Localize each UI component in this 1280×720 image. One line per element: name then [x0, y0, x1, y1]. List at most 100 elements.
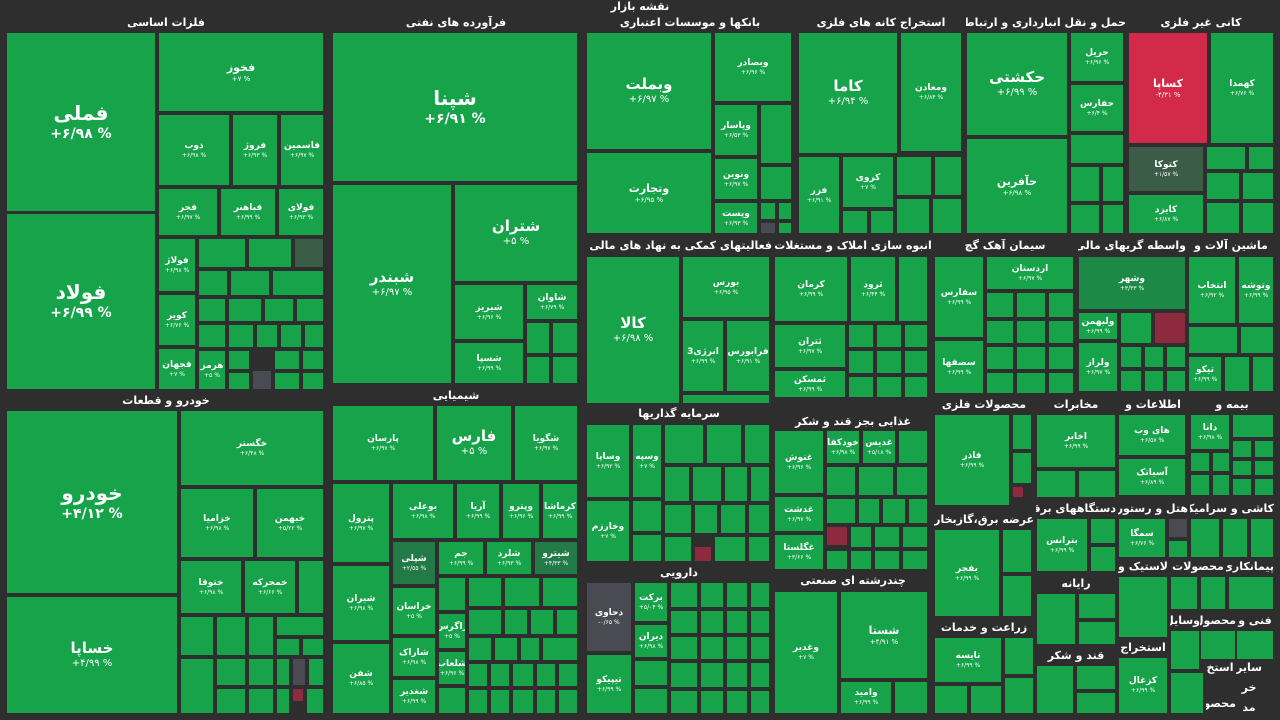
stock-tile[interactable]: شیترو +۴/۳۳ %: [534, 541, 578, 575]
stock-tile[interactable]: وخارزم +۷ %: [586, 500, 630, 562]
stock-tile-unlabeled[interactable]: [1002, 575, 1032, 617]
stock-tile[interactable]: سصفها +۶/۹۹ %: [934, 340, 984, 394]
stock-tile-unlabeled[interactable]: [304, 324, 324, 348]
stock-tile[interactable]: زاگرس+۵ %: [438, 613, 466, 649]
stock-tile-unlabeled[interactable]: [1170, 630, 1200, 670]
stock-tile-unlabeled[interactable]: [898, 430, 928, 464]
stock-tile-unlabeled[interactable]: [874, 526, 900, 548]
stock-tile-unlabeled[interactable]: [292, 658, 306, 686]
stock-tile[interactable]: ذوب +۶/۹۸ %: [158, 114, 230, 186]
stock-tile-unlabeled[interactable]: [1154, 312, 1186, 344]
stock-tile-unlabeled[interactable]: [1248, 146, 1274, 170]
stock-tile-unlabeled[interactable]: [896, 466, 928, 496]
stock-tile[interactable]: فولاد +۶/۹۹ %: [6, 213, 156, 390]
stock-tile-unlabeled[interactable]: [634, 688, 668, 714]
stock-tile[interactable]: کایزد +۶/۸۷ %: [1128, 194, 1204, 234]
stock-tile[interactable]: کتوکا +۱/۵۷ %: [1128, 146, 1204, 192]
stock-tile[interactable]: ولبهمن +۶/۹۹ %: [1078, 312, 1118, 340]
stock-tile-unlabeled[interactable]: [848, 376, 874, 398]
stock-tile-unlabeled[interactable]: [760, 222, 776, 234]
stock-tile-unlabeled[interactable]: [670, 662, 698, 688]
stock-tile[interactable]: وشهر +۳/۳۳ %: [1078, 256, 1186, 310]
stock-tile-unlabeled[interactable]: [1144, 370, 1164, 392]
stock-tile-unlabeled[interactable]: [1166, 346, 1186, 368]
stock-tile[interactable]: شبندر +۶/۹۷ %: [332, 184, 452, 384]
stock-tile-unlabeled[interactable]: [894, 681, 928, 714]
stock-tile-unlabeled[interactable]: [1118, 576, 1168, 638]
stock-tile[interactable]: وساپا +۶/۹۲ %: [586, 424, 630, 498]
stock-tile-unlabeled[interactable]: [904, 324, 928, 348]
stock-tile-unlabeled[interactable]: [750, 636, 770, 660]
stock-tile-unlabeled[interactable]: [1076, 692, 1116, 714]
stock-tile-unlabeled[interactable]: [1232, 478, 1252, 496]
stock-tile-unlabeled[interactable]: [664, 424, 704, 464]
stock-tile-unlabeled[interactable]: [870, 210, 894, 234]
stock-tile[interactable]: شلرد +۶/۹۳ %: [486, 541, 532, 575]
stock-tile-unlabeled[interactable]: [494, 637, 518, 661]
stock-tile[interactable]: بورس +۶/۹۵ %: [682, 256, 770, 318]
stock-tile[interactable]: بفجر +۶/۹۹ %: [934, 529, 1000, 617]
stock-tile-unlabeled[interactable]: [934, 156, 962, 196]
stock-tile-unlabeled[interactable]: [1166, 370, 1186, 392]
stock-tile-unlabeled[interactable]: [468, 637, 492, 661]
stock-tile-unlabeled[interactable]: [1168, 540, 1188, 558]
stock-tile-unlabeled[interactable]: [294, 238, 324, 268]
stock-tile[interactable]: کروی +۷ %: [842, 156, 894, 208]
stock-tile[interactable]: خساپا +۴/۹۹ %: [6, 596, 178, 714]
stock-tile[interactable]: شلعاب +۶/۹۶ %: [438, 651, 466, 685]
stock-tile-unlabeled[interactable]: [180, 616, 214, 656]
stock-tile[interactable]: حآفرین +۶/۹۸ %: [966, 138, 1068, 234]
stock-tile-unlabeled[interactable]: [248, 658, 274, 686]
stock-tile-unlabeled[interactable]: [228, 298, 262, 322]
stock-tile-unlabeled[interactable]: [526, 356, 550, 384]
stock-tile-unlabeled[interactable]: [1016, 320, 1046, 344]
stock-tile-unlabeled[interactable]: [198, 298, 226, 322]
stock-tile-unlabeled[interactable]: [1232, 460, 1252, 476]
stock-tile[interactable]: غدیس +۵/۱۸ %: [862, 430, 896, 464]
stock-tile-unlabeled[interactable]: [664, 466, 690, 502]
stock-tile[interactable]: وتجارت +۶/۹۵ %: [586, 152, 712, 234]
stock-tile-unlabeled[interactable]: [1036, 593, 1076, 645]
stock-tile-unlabeled[interactable]: [520, 637, 540, 661]
stock-tile-unlabeled[interactable]: [542, 637, 578, 661]
stock-tile-unlabeled[interactable]: [934, 685, 968, 714]
stock-tile[interactable]: فزر +۶/۹۱ %: [798, 156, 840, 234]
stock-tile-unlabeled[interactable]: [1206, 202, 1240, 234]
stock-tile-unlabeled[interactable]: [726, 636, 748, 660]
stock-tile[interactable]: تایسه +۶/۹۹ %: [934, 637, 1002, 683]
stock-tile-unlabeled[interactable]: [1070, 134, 1124, 164]
stock-tile-unlabeled[interactable]: [302, 350, 324, 370]
stock-tile-unlabeled[interactable]: [876, 350, 902, 374]
stock-tile[interactable]: کزغال +۶/۹۹ %: [1118, 657, 1168, 714]
stock-tile-unlabeled[interactable]: [1016, 372, 1046, 394]
stock-tile-unlabeled[interactable]: [1168, 518, 1188, 538]
stock-tile[interactable]: انرژی3 +۶/۹۹ %: [682, 320, 724, 392]
stock-tile-unlabeled[interactable]: [1102, 204, 1124, 234]
stock-tile[interactable]: غگلستا +۳/۶۶ %: [774, 534, 824, 570]
stock-tile[interactable]: فارس +۵ %: [436, 405, 512, 481]
stock-tile-unlabeled[interactable]: [632, 500, 662, 532]
stock-tile[interactable]: خبهمن +۵/۲۲ %: [256, 488, 324, 558]
stock-tile-unlabeled[interactable]: [536, 689, 556, 714]
stock-tile[interactable]: خزامیا +۶/۹۸ %: [180, 488, 254, 558]
stock-tile-unlabeled[interactable]: [1170, 576, 1198, 610]
stock-tile-unlabeled[interactable]: [1090, 518, 1116, 544]
stock-tile-unlabeled[interactable]: [826, 498, 856, 524]
stock-tile[interactable]: فجر +۶/۹۷ %: [158, 188, 218, 236]
stock-tile[interactable]: فاسمین +۶/۹۷ %: [280, 114, 324, 186]
stock-tile[interactable]: غدشت +۶/۹۷ %: [774, 496, 824, 532]
stock-tile-unlabeled[interactable]: [264, 298, 294, 322]
stock-tile[interactable]: پارسان +۶/۹۷ %: [332, 405, 434, 481]
stock-tile-unlabeled[interactable]: [526, 322, 550, 354]
stock-tile[interactable]: کویر +۶/۷۶ %: [158, 294, 196, 346]
stock-tile-unlabeled[interactable]: [904, 376, 928, 398]
stock-tile-unlabeled[interactable]: [1070, 166, 1100, 202]
stock-tile-unlabeled[interactable]: [1048, 372, 1074, 394]
stock-tile-unlabeled[interactable]: [558, 689, 578, 714]
stock-tile-unlabeled[interactable]: [468, 663, 488, 687]
stock-tile-unlabeled[interactable]: [726, 582, 748, 608]
stock-tile-unlabeled[interactable]: [216, 658, 246, 686]
stock-tile[interactable]: هرمز +۵ %: [198, 350, 226, 390]
stock-tile[interactable]: انتخاب +۶/۹۲ %: [1188, 256, 1236, 324]
stock-tile-unlabeled[interactable]: [850, 526, 872, 548]
